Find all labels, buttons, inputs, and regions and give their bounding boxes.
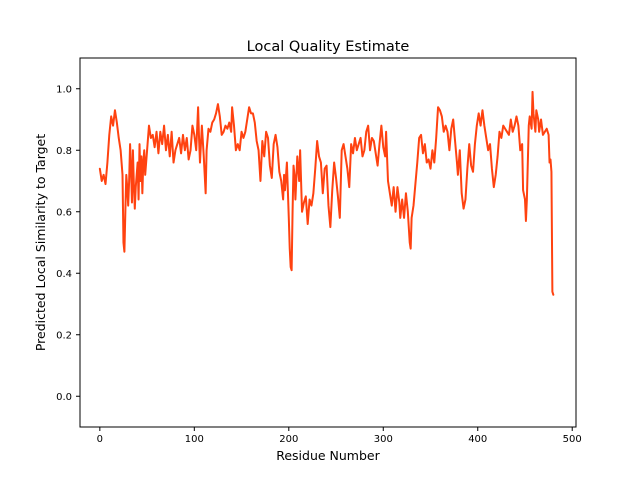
plot-area-frame bbox=[79, 57, 577, 428]
chart-title: Local Quality Estimate bbox=[247, 39, 410, 55]
y-tick-label: 0.2 bbox=[56, 330, 72, 341]
x-tick-label: 200 bbox=[279, 434, 298, 445]
x-axis: 0 100 200 300 400 500 bbox=[97, 427, 582, 445]
y-tick-label: 1.0 bbox=[56, 84, 72, 95]
y-axis-label: Predicted Local Similarity to Target bbox=[33, 134, 48, 351]
y-tick-label: 0.8 bbox=[56, 146, 72, 157]
x-tick-label: 300 bbox=[374, 434, 393, 445]
x-tick-label: 500 bbox=[563, 434, 582, 445]
y-tick-label: 0.4 bbox=[56, 269, 72, 280]
x-axis-label: Residue Number bbox=[276, 448, 380, 463]
x-tick-label: 0 bbox=[97, 434, 103, 445]
y-tick-label: 0.6 bbox=[56, 207, 72, 218]
x-tick-label: 100 bbox=[185, 434, 204, 445]
y-tick-label: 0.0 bbox=[56, 392, 72, 403]
series-line bbox=[98, 90, 555, 296]
x-tick-label: 400 bbox=[468, 434, 487, 445]
y-axis: 0.0 0.2 0.4 0.6 0.8 1.0 bbox=[56, 84, 80, 403]
